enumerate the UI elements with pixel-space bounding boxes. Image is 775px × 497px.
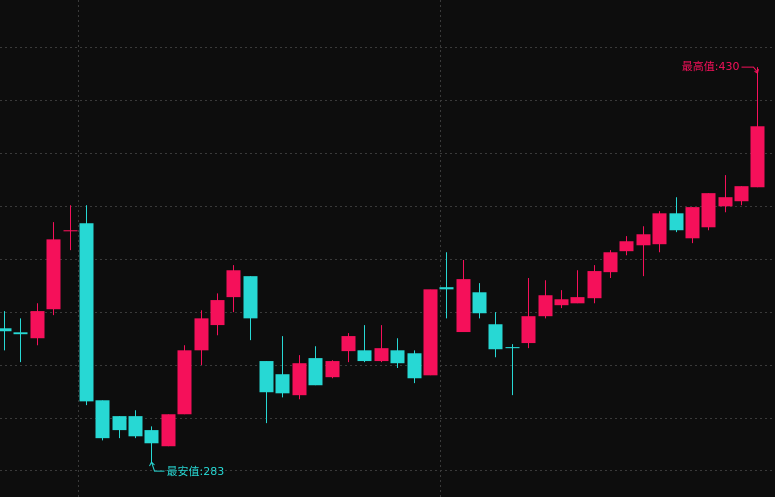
candle-body xyxy=(587,271,602,299)
candle-body xyxy=(456,279,471,333)
candle-body xyxy=(30,311,45,339)
candle-body xyxy=(194,318,209,351)
candle-body xyxy=(13,332,28,335)
candle-body xyxy=(439,287,454,290)
candles xyxy=(0,67,765,463)
candle-body xyxy=(259,361,274,393)
candle-body xyxy=(750,126,765,188)
candle-body xyxy=(112,416,127,431)
candle-body xyxy=(603,252,618,273)
candle-body xyxy=(243,276,258,319)
candle-body xyxy=(423,289,438,376)
candle-body xyxy=(570,297,585,304)
candle-body xyxy=(505,347,520,349)
candle-body xyxy=(341,336,356,352)
candle-body xyxy=(734,186,749,202)
candle-body xyxy=(538,295,553,317)
candle-body xyxy=(669,213,684,231)
candle-body xyxy=(521,316,536,344)
candle-body xyxy=(275,374,290,394)
candle-body xyxy=(128,416,143,437)
candle-body xyxy=(63,230,78,232)
candle-body xyxy=(325,361,340,378)
candle-body xyxy=(95,400,110,439)
candle-body xyxy=(685,207,700,239)
candle-body xyxy=(488,324,503,350)
candle-body xyxy=(226,270,241,298)
candle-body xyxy=(144,430,159,444)
candle-body xyxy=(374,348,389,362)
candle-body xyxy=(0,328,12,332)
candle-body xyxy=(652,213,667,245)
candle-body xyxy=(554,299,569,306)
candle-body xyxy=(718,197,733,207)
candle-body xyxy=(636,234,651,246)
min-annotation: 最安值:283 xyxy=(167,464,225,478)
min-pointer xyxy=(149,461,165,472)
candle-body xyxy=(357,350,372,362)
candle-body xyxy=(79,223,94,402)
max-annotation: 最高值:430 xyxy=(682,59,740,73)
candle-body xyxy=(210,300,225,326)
candle-body xyxy=(161,414,176,447)
candle-body xyxy=(292,363,307,396)
candle-body xyxy=(472,292,487,314)
candle-body xyxy=(619,241,634,252)
candle-body xyxy=(308,358,323,386)
max-pointer xyxy=(741,66,759,74)
candle-body xyxy=(390,350,405,364)
candle-body xyxy=(46,239,61,310)
candle-body xyxy=(701,193,716,228)
candle-body xyxy=(177,350,192,415)
candle-body xyxy=(407,353,422,379)
